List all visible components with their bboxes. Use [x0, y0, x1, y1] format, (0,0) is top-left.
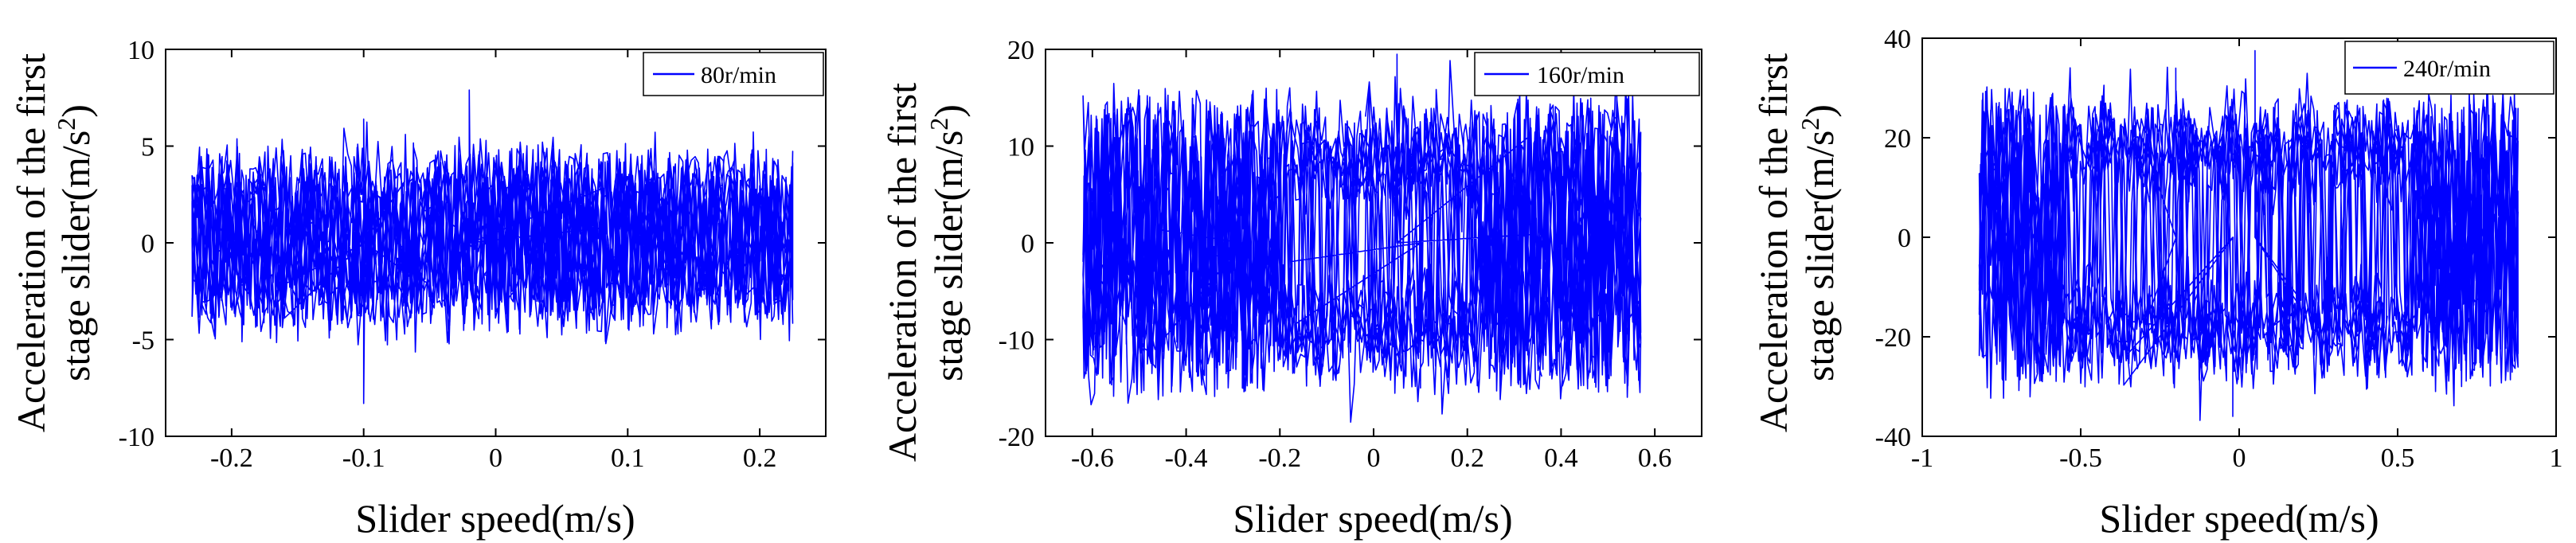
y-tick-label: 10 [1007, 133, 1034, 162]
data-series-160 [1082, 53, 1642, 423]
x-tick-labels: -0.6 -0.4 -0.2 0 0.2 0.4 0.6 [1071, 443, 1671, 473]
x-tick-label: -0.6 [1071, 443, 1114, 473]
x-tick-label: -0.5 [2059, 443, 2102, 473]
x-tick-label: 0.5 [2381, 443, 2415, 473]
y-tick-label: 0 [1021, 229, 1034, 259]
y-axis-title-prefix: stage slider(m/s [1797, 131, 1842, 381]
legend-label: 80r/min [701, 62, 776, 88]
y-axis-title-suffix: ) [926, 104, 971, 118]
x-axis-title: Slider speed(m/s) [1233, 496, 1512, 541]
chart-panel-80: -0.2 -0.1 0 0.1 0.2 -10 -5 0 5 10 Slider speed(m… [9, 36, 827, 541]
y-tick-label: 0 [141, 229, 154, 259]
y-tick-label: 40 [1884, 25, 1911, 54]
y-tick-label: -5 [132, 326, 154, 356]
x-tick-label: -0.2 [1258, 443, 1301, 473]
y-axis-title-sup: 2 [924, 118, 953, 131]
x-tick-label: 0 [489, 443, 502, 473]
y-axis-title-line1: Acceleration of the first [880, 83, 924, 462]
x-tick-label: 0.4 [1544, 443, 1578, 473]
x-tick-label: 0 [2233, 443, 2246, 473]
chart-panel-160: -0.6 -0.4 -0.2 0 0.2 0.4 0.6 -20 -10 0 10 20 Slide… [880, 36, 1702, 541]
legend-label: 240r/min [2403, 56, 2491, 82]
x-tick-label: -0.1 [342, 443, 385, 473]
y-axis-title-line1: Acceleration of the first [9, 53, 53, 432]
y-tick-label: -20 [999, 423, 1034, 452]
y-tick-labels: -20 -10 0 10 20 [999, 36, 1034, 452]
y-tick-label: -40 [1875, 423, 1911, 452]
x-tick-label: -0.4 [1165, 443, 1208, 473]
x-tick-label: 0.6 [1638, 443, 1672, 473]
legend-label: 160r/min [1537, 62, 1624, 88]
x-tick-labels: -1 -0.5 0 0.5 1 [1911, 443, 2563, 473]
y-tick-label: 0 [1898, 224, 1911, 253]
y-axis-title-suffix: ) [53, 104, 98, 118]
series-line [1082, 53, 1642, 423]
y-axis-title-sup: 2 [52, 118, 80, 131]
axis-ticks [1921, 37, 2557, 437]
y-tick-label: 10 [127, 36, 154, 65]
x-tick-label: -0.2 [210, 443, 253, 473]
y-tick-label: 20 [1007, 36, 1034, 65]
legend: 80r/min [643, 52, 824, 96]
y-tick-labels: -40 -20 0 20 40 [1875, 25, 1911, 452]
x-tick-label: 0.1 [611, 443, 645, 473]
axis-ticks [1046, 49, 1702, 437]
y-tick-label: 5 [141, 133, 154, 162]
legend: 160r/min [1474, 52, 1700, 96]
y-axis-title-line1: Acceleration of the first [1751, 53, 1796, 432]
y-tick-label: -10 [999, 326, 1034, 356]
y-tick-labels: -10 -5 0 5 10 [119, 36, 154, 452]
y-axis-title-line2: stage slider(m/s2) [924, 104, 971, 381]
x-tick-label: 0.2 [1450, 443, 1484, 473]
legend: 240r/min [2344, 41, 2555, 95]
x-tick-label: 0.2 [743, 443, 777, 473]
x-tick-label: 1 [2550, 443, 2563, 473]
series-line [191, 89, 794, 404]
y-tick-label: 20 [1884, 124, 1911, 154]
data-series-240 [1978, 49, 2519, 421]
y-axis-title-suffix: ) [1797, 104, 1842, 118]
y-axis-title-prefix: stage slider(m/s [926, 131, 971, 381]
y-axis-title-line2: stage slider(m/s2) [1796, 104, 1842, 381]
x-tick-labels: -0.2 -0.1 0 0.1 0.2 [210, 443, 776, 473]
y-axis-title-line2: stage slider(m/s2) [52, 104, 98, 381]
y-tick-label: -20 [1875, 323, 1911, 353]
x-tick-label: -1 [1911, 443, 1933, 473]
x-axis-title: Slider speed(m/s) [355, 496, 635, 541]
x-tick-label: 0 [1367, 443, 1381, 473]
data-series-80 [191, 89, 794, 404]
x-axis-title: Slider speed(m/s) [2099, 496, 2379, 541]
y-tick-label: -10 [119, 423, 154, 452]
series-line [1978, 49, 2519, 421]
y-axis-title-sup: 2 [1796, 118, 1824, 131]
y-axis-title-prefix: stage slider(m/s [53, 131, 98, 381]
chart-panel-240: -1 -0.5 0 0.5 1 -40 -20 0 20 40 Slider speed(m/s… [1751, 25, 2563, 541]
